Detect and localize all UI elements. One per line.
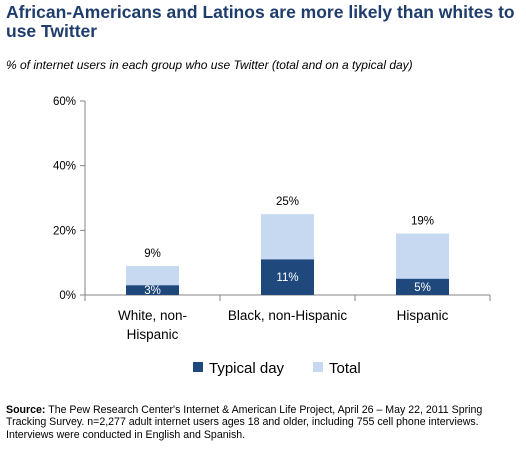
data-label-total: 19%: [411, 216, 434, 228]
x-category-label: Hispanic: [127, 327, 179, 342]
y-tick-label: 20%: [53, 225, 76, 237]
source-note: Source: The Pew Research Center's Intern…: [6, 404, 520, 441]
bar-typical-day: [261, 259, 314, 295]
legend-swatch: [193, 362, 203, 372]
x-category-label: Hispanic: [397, 308, 449, 323]
data-label-typical-day: 3%: [144, 285, 161, 297]
legend-swatch: [313, 362, 323, 372]
bar-typical-day: [396, 278, 449, 295]
chart-subtitle: % of internet users in each group who us…: [6, 58, 413, 72]
y-tick-label: 60%: [53, 96, 76, 108]
x-category-label: White, non-: [118, 308, 187, 323]
bar-typical-day: [126, 285, 179, 295]
data-label-typical-day: 5%: [414, 282, 431, 294]
chart-title: African-Americans and Latinos are more l…: [6, 2, 515, 41]
data-label-total: 25%: [276, 196, 299, 208]
data-label-typical-day: 11%: [276, 272, 298, 284]
y-tick-label: 40%: [53, 161, 76, 173]
data-label-total: 9%: [144, 248, 161, 260]
legend-label: Typical day: [209, 360, 285, 377]
source-label: Source:: [6, 404, 46, 416]
y-tick-label: 0%: [59, 290, 76, 302]
legend-label: Total: [329, 360, 361, 377]
source-text: The Pew Research Center's Internet & Ame…: [6, 404, 483, 441]
x-category-label: Black, non-Hispanic: [228, 308, 348, 323]
